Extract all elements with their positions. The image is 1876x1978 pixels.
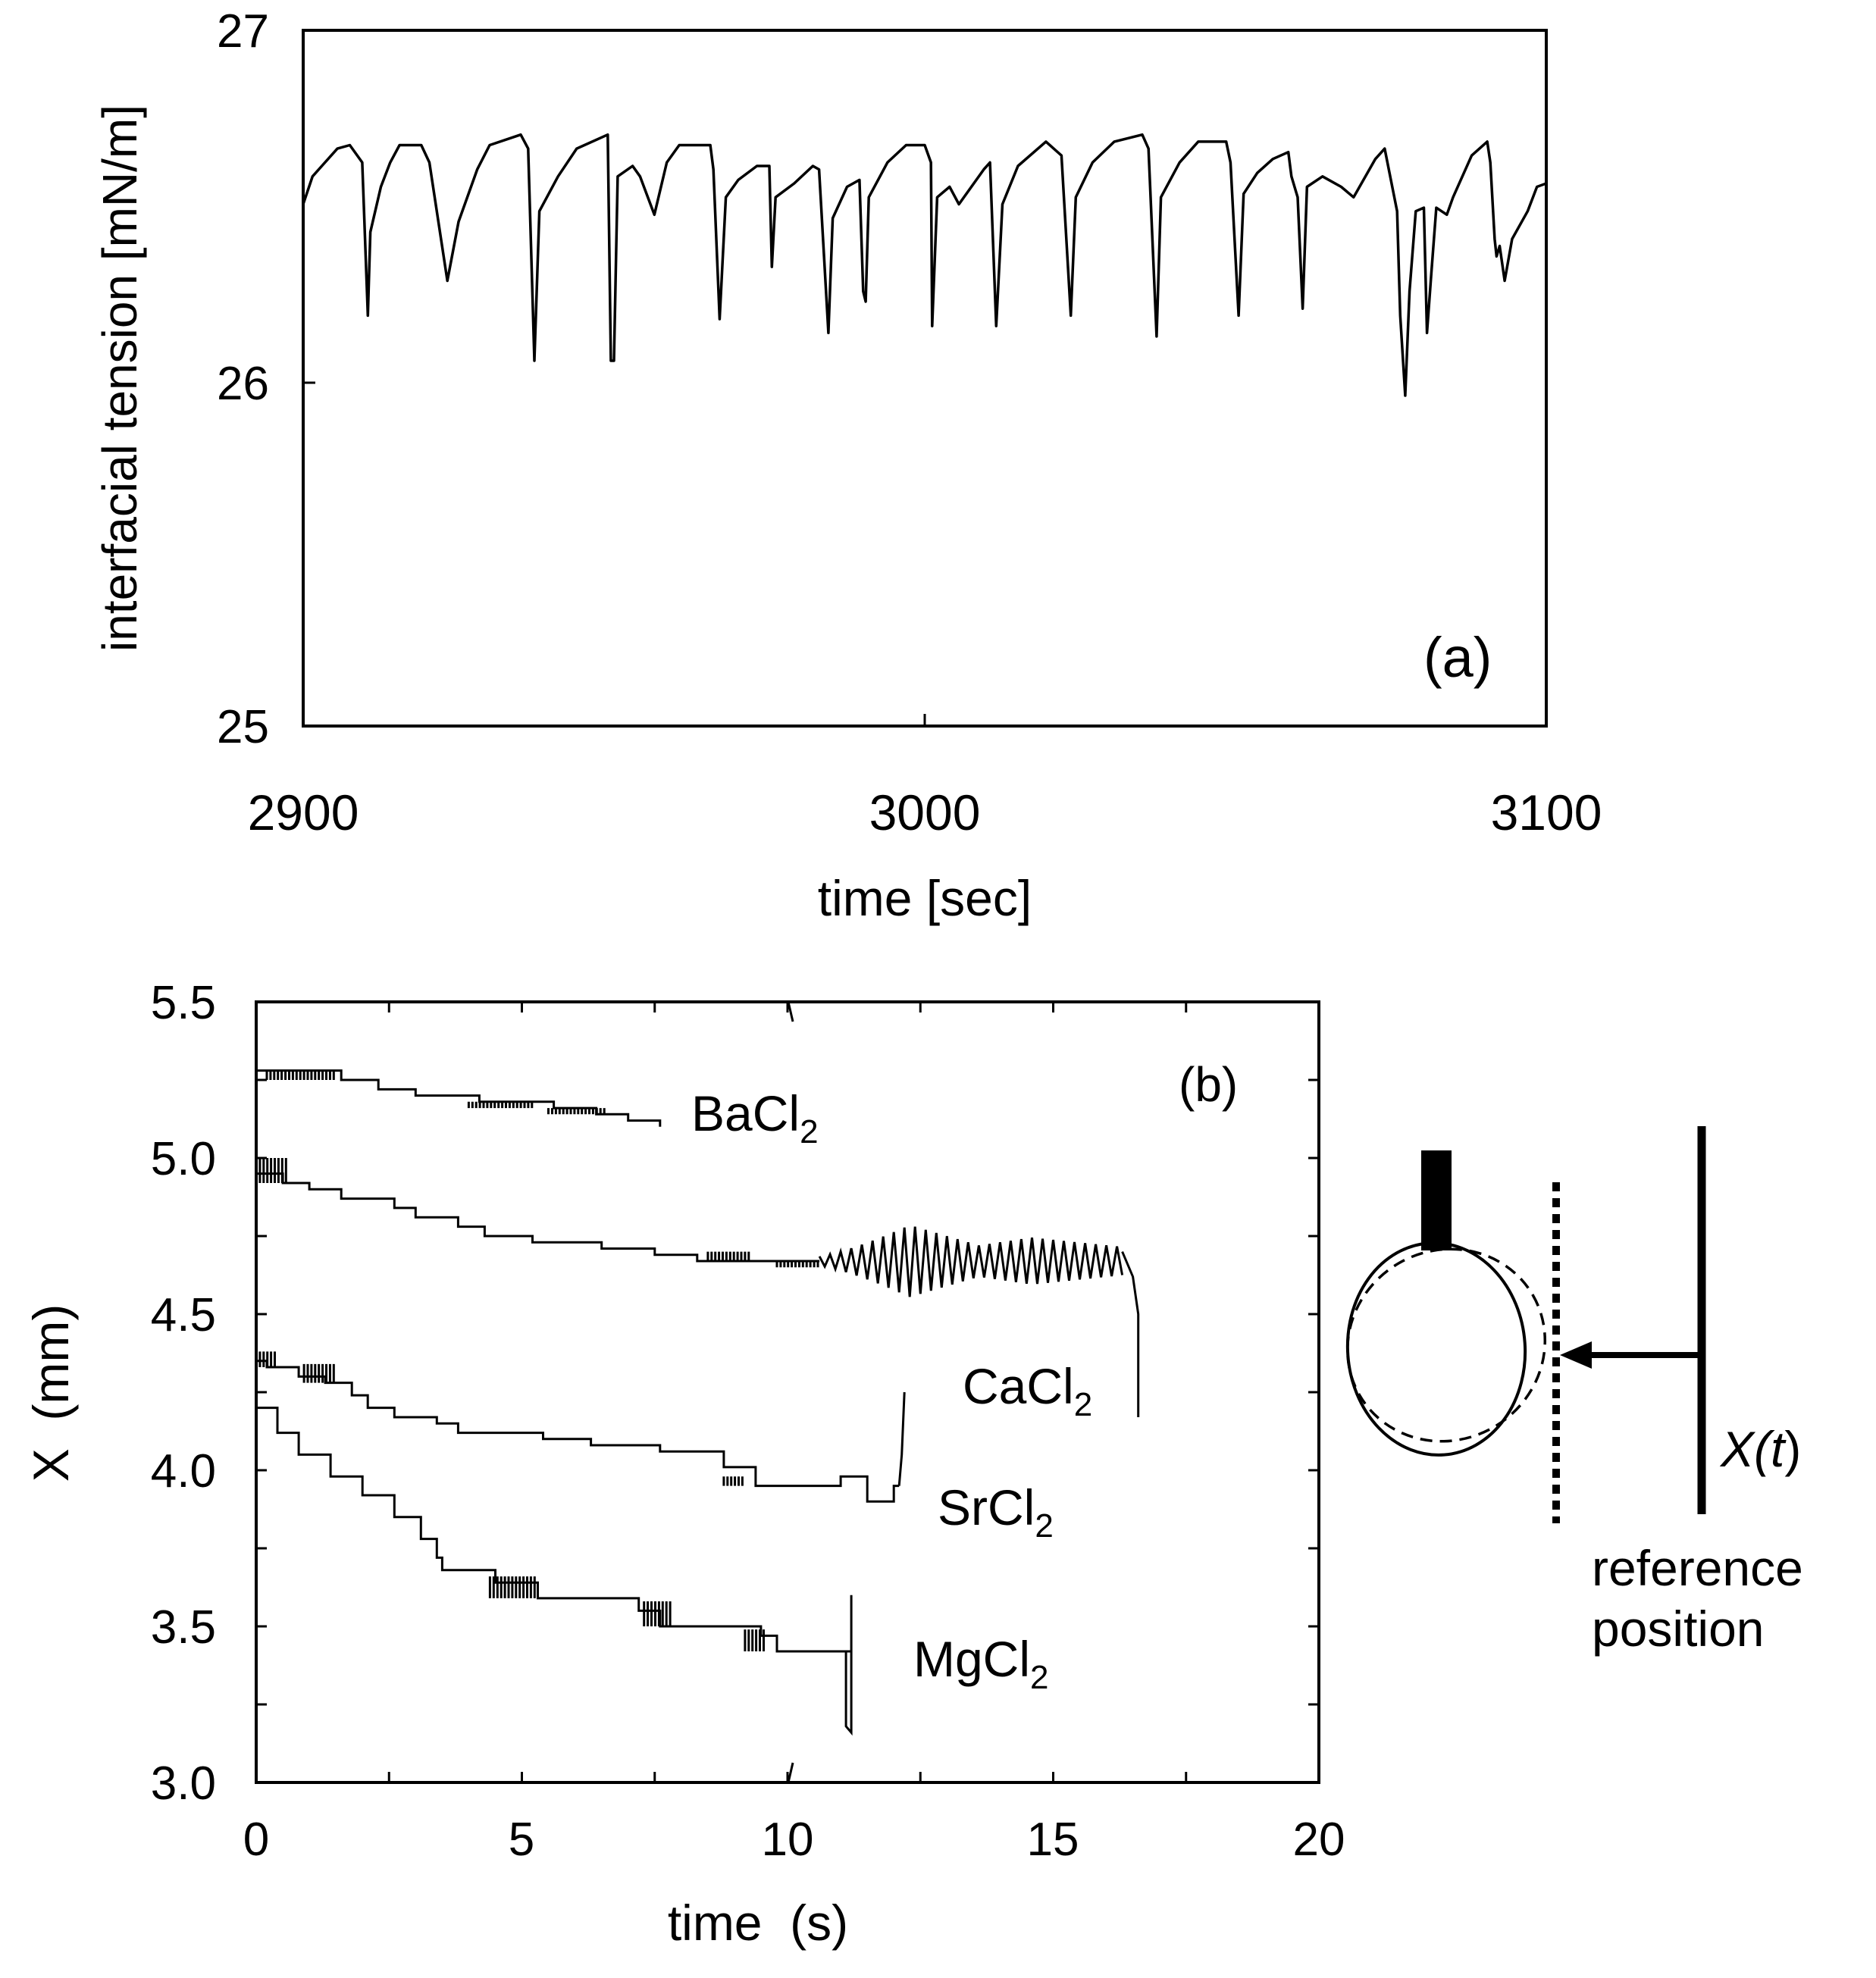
series-cacl2-chatter [775,1261,819,1268]
series-mgcl2-chatter [488,1576,536,1598]
droplet-solid [1345,1241,1527,1457]
label-srcl2: SrCl2 [938,1479,1054,1545]
y-tick-4.5: 4.5 [151,1289,216,1341]
panel-b-series [255,1069,1140,1736]
y-tick-25: 25 [217,701,269,753]
label-cacl2: CaCl2 [963,1358,1092,1423]
y-tick-5.5: 5.5 [151,977,216,1029]
panel-b-ticks [256,1002,1319,1782]
y-axis-label-b: X (mm) [23,1304,79,1482]
x-tick-2900: 2900 [248,784,359,840]
droplet-dashed [1345,1247,1547,1443]
xt-label-close: ) [1784,1421,1801,1477]
x-tick-5: 5 [509,1814,534,1866]
series-srcl2 [256,1360,900,1503]
panel-a: 27 26 25 2900 3000 3100 time [sec] inter… [92,5,1602,926]
panel-a-ticks [303,381,926,726]
arrow-head-icon [1560,1341,1592,1369]
xt-label-t: t [1771,1421,1787,1477]
series-mgcl2-tail [844,1595,853,1736]
label-mgcl2-sub: 2 [1030,1659,1048,1696]
series-srcl2-chatter [255,1351,276,1367]
series-bacl2-chatter [265,1070,335,1080]
label-mgcl2: MgCl2 [913,1631,1049,1696]
series-srcl2-chatter [302,1363,335,1383]
label-srcl2-main: SrCl [938,1479,1035,1535]
panel-b-annotation: (b) [1179,1057,1238,1112]
series-cacl2-tail [1121,1251,1140,1417]
label-bacl2-sub: 2 [800,1113,818,1150]
series-bacl2-chatter [547,1108,606,1115]
series-mgcl2-chatter [643,1601,672,1626]
axis-break-bottom [787,1762,794,1783]
label-cacl2-sub: 2 [1074,1386,1092,1423]
xt-label-main: X( [1719,1421,1775,1477]
series-mgcl2-chatter [744,1629,765,1651]
x-tick-10: 10 [762,1814,814,1866]
droplet-diagram: X(t) reference position [1345,1126,1803,1657]
reference-label-line1: reference [1592,1540,1803,1596]
y-tick-4.0: 4.0 [151,1445,216,1498]
label-cacl2-main: CaCl [963,1358,1074,1414]
series-srcl2-tail [897,1391,906,1486]
panel-a-frame [302,29,1548,728]
y-tick-5.0: 5.0 [151,1133,216,1185]
label-srcl2-sub: 2 [1035,1507,1053,1545]
series-srcl2-chatter [722,1476,744,1486]
y-tick-3.0: 3.0 [151,1757,216,1810]
x-axis-label-b: time (s) [668,1895,848,1951]
axis-break-top [787,1001,794,1022]
label-mgcl2-main: MgCl [913,1631,1030,1687]
label-bacl2-main: BaCl [691,1085,800,1141]
series-cacl2-oscillation [818,1226,1124,1297]
x-tick-0: 0 [243,1814,269,1866]
x-tick-15: 15 [1027,1814,1079,1866]
series-interfacial-tension [302,133,1547,397]
series-cacl2-chatter [255,1158,287,1183]
x-axis-label-a: time [sec] [818,870,1032,926]
y-axis-label-a: interfacial tension [mN/m] [92,105,147,652]
series-cacl2 [256,1172,820,1263]
series-cacl2-chatter [706,1251,750,1261]
label-bacl2: BaCl2 [691,1085,819,1150]
y-tick-3.5: 3.5 [151,1601,216,1654]
series-bacl2 [256,1069,662,1127]
y-tick-27: 27 [217,5,269,58]
xt-label: X(t) [1719,1421,1801,1477]
x-tick-20: 20 [1293,1814,1345,1866]
panel-b: 5.5 5.0 4.5 4.0 3.5 3.0 0 5 10 15 20 tim… [23,977,1345,1951]
x-tick-3000: 3000 [869,784,981,840]
panel-a-annotation: (a) [1423,626,1492,689]
x-tick-3100: 3100 [1491,784,1602,840]
y-tick-26: 26 [217,358,269,410]
series-bacl2-chatter [467,1101,534,1109]
series-mgcl2 [256,1407,852,1653]
reference-label-line2: position [1592,1601,1765,1657]
nozzle [1421,1150,1452,1250]
